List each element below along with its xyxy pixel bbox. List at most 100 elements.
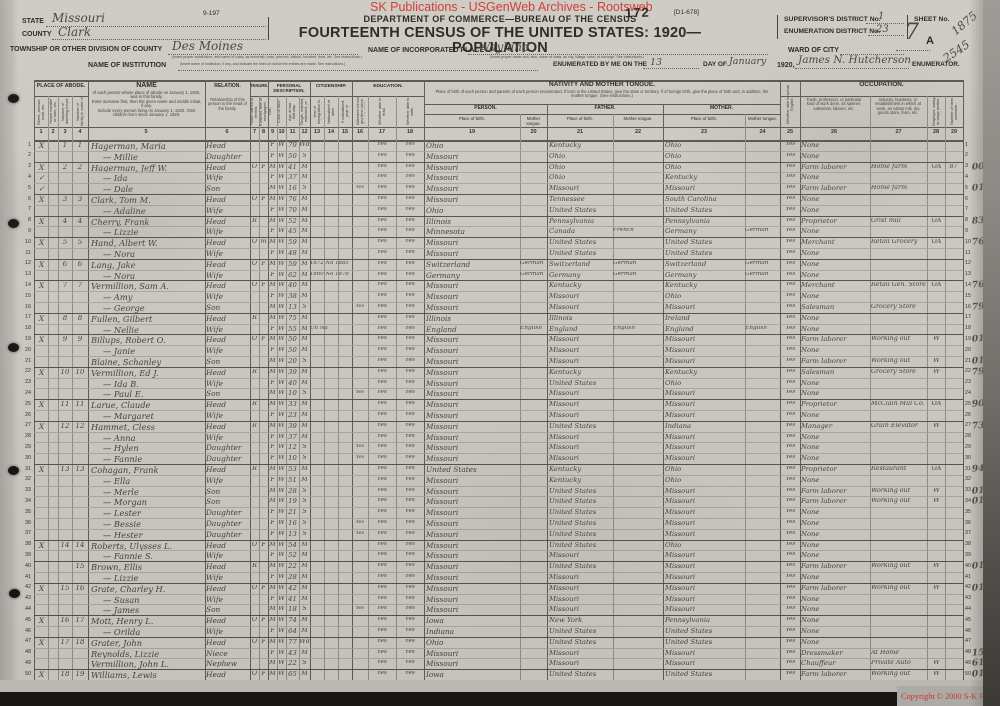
line-number-right: 16 [965,303,971,310]
line-number-left: 22 [25,368,31,375]
cell-name: Cohagan, Frank [91,466,159,475]
cell-sex: M [269,638,276,645]
cell-age: 62 [288,271,297,279]
line-number-right: 46 [965,627,971,634]
line-number-right: 20 [965,346,971,353]
cell-owned: O [251,584,258,591]
cell-sex: F [270,347,275,354]
cell-age: 12 [288,444,297,452]
cell-english: Yes [785,260,796,266]
cell-father-birthplace: Missouri [549,401,580,409]
line-number-left: 43 [25,595,31,602]
cell-english: Yes [785,401,796,407]
table-rule [424,104,780,105]
row-line [34,334,963,336]
column-number: 10 [278,129,285,135]
cell-name: — Adaline [103,206,146,216]
cell-school: Yes [355,606,365,612]
cell-sex: M [269,336,276,343]
cell-write: Yes [405,163,415,169]
supervisor-district-value: 1 [878,11,885,22]
cell-marital: M [301,563,308,570]
cell-age: 18 [288,606,297,614]
line-number-left: 37 [25,530,31,537]
cell-write: Yes [405,347,415,353]
cell-english: Yes [785,379,796,385]
cell-birthplace: Missouri [426,574,459,582]
cell-write: Yes [405,368,415,374]
cell-name: — Dale [103,185,134,194]
cell-marital: M [301,401,308,408]
cell-father-tongue: English [613,325,636,331]
township-label: TOWNSHIP OR OTHER DIVISION OF COUNTY [10,46,163,53]
cell-sex: M [269,185,276,192]
cell-occupation: None [801,541,820,549]
line-number-left: 45 [25,616,31,623]
row-line [34,647,963,649]
cell-family: 18 [75,638,85,646]
cell-owned: R [252,466,257,472]
cell-birthplace: Missouri [426,358,459,366]
cell-age: 37 [288,433,297,441]
line-number-left: 50 [25,670,31,677]
line-number-right: 23 [965,379,971,386]
row-line [34,302,963,303]
cell-marital: M [301,206,308,213]
line-number-left: 44 [25,606,31,612]
cell-citizenship: Un Na [310,325,328,331]
cell-race: W [278,595,285,602]
column-group-person: PERSON. [474,105,497,111]
row-line [34,464,963,465]
cell-read: Yes [377,282,387,288]
cell-write: Yes [405,498,415,504]
line-number-right: 17 [965,314,971,321]
cell-marital: M [301,433,308,440]
cell-name: Clark, Tom M. [91,196,151,205]
cell-relation: Head [206,163,226,172]
cell-write: Yes [405,250,415,255]
line-number-left: 33 [25,487,31,494]
cell-marital: S [302,152,307,159]
column-group-mother: MOTHER. [709,105,734,111]
cell-marital: S [302,185,307,192]
township-value: Des Moines [172,39,244,53]
cell-relation: Head [206,638,226,647]
scan-black-bar [0,692,897,706]
cell-birthplace: Minnesota [426,228,465,237]
cell-sex: M [269,239,276,246]
cell-sex: M [269,304,276,310]
cell-name: — Fannie [103,455,143,464]
cell-race: W [278,422,285,429]
cell-name: — Ida [103,174,128,184]
cell-write: Yes [405,196,415,201]
cell-write: Yes [405,260,415,266]
cell-english: Yes [785,228,796,234]
cell-marital: M [301,217,308,224]
cell-race: W [278,390,285,397]
cell-father-birthplace: Ohio [549,174,566,182]
cell-occupation: None [801,347,820,355]
cell-dwelling: 3 [62,196,68,203]
column-group-personal: PERSONAL DESCRIPTION. [273,83,305,93]
cell-birthplace: Missouri [426,422,459,431]
cell-read: Yes [377,552,387,558]
cell-father-birthplace: Missouri [549,347,580,355]
cell-dwelling: 9 [62,336,68,344]
cell-race: W [278,250,285,256]
cell-english: Yes [785,142,796,147]
cell-class: W [933,563,940,570]
column-number: 6 [225,129,229,135]
cell-mortgage: F [261,671,266,678]
cell-relation: Wife [206,379,223,388]
row-line [34,539,963,541]
cell-age: 16 [288,520,297,527]
cell-marital: Wd [299,638,310,645]
cell-dwelling: 4 [62,217,68,225]
cell-mark: X [38,617,45,626]
line-number-right: 37 [965,530,971,537]
cell-name: Vermillion, Sam A. [91,282,169,292]
line-number-left: 25 [25,400,31,407]
cell-dwelling: 18 [60,671,70,679]
cell-name: — Lester [103,509,141,518]
row-line [34,269,963,271]
